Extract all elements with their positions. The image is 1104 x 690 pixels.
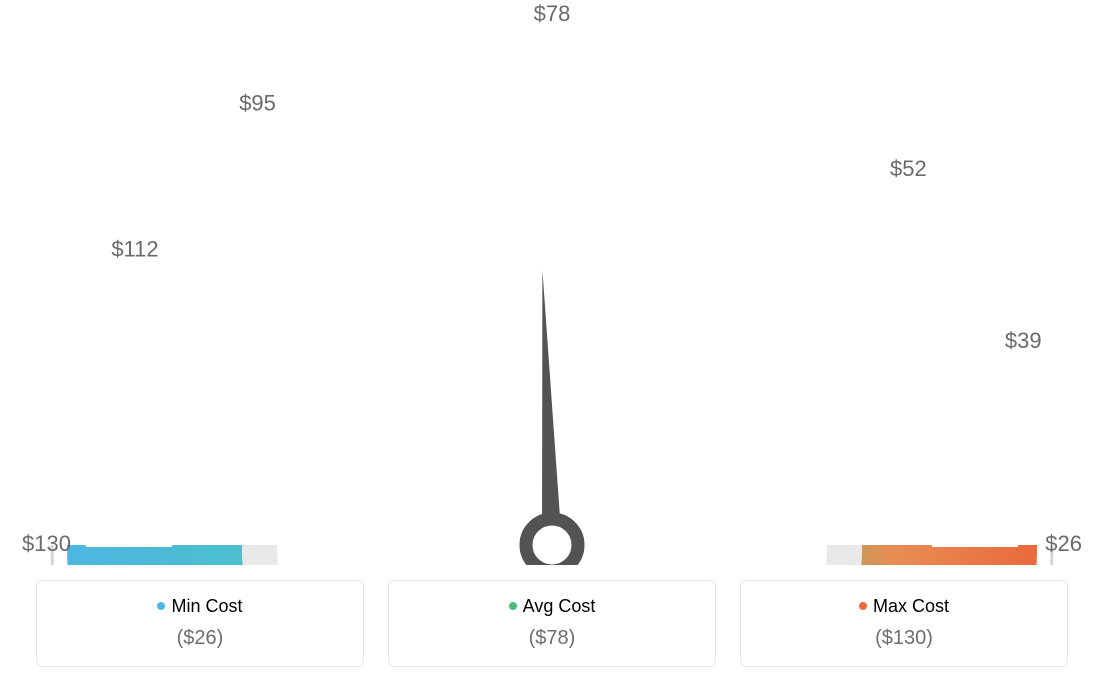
legend-row: Min Cost ($26) Avg Cost ($78) Max Cost (… bbox=[36, 580, 1068, 667]
gauge-tick bbox=[95, 454, 179, 471]
legend-min-label: Min Cost bbox=[171, 596, 242, 616]
legend-max-label-line: Max Cost bbox=[751, 595, 1057, 617]
legend-max-value: ($130) bbox=[751, 627, 1057, 650]
gauge-tick bbox=[697, 114, 730, 193]
gauge-tick-label: $112 bbox=[111, 237, 158, 262]
gauge-needle-hub bbox=[526, 519, 578, 565]
legend-avg-value: ($78) bbox=[399, 627, 705, 650]
legend-min-bullet bbox=[157, 602, 165, 610]
legend-avg-bullet bbox=[509, 602, 517, 610]
legend-box-avg: Avg Cost ($78) bbox=[388, 580, 716, 667]
gauge-tick bbox=[461, 88, 478, 172]
gauge-tick bbox=[626, 88, 643, 172]
gauge-area: $26 $39 $52 $78 $95 $112 $130 bbox=[0, 0, 1104, 565]
gauge-tick bbox=[821, 215, 882, 276]
legend-max-label: Max Cost bbox=[873, 596, 949, 616]
legend-avg-label: Avg Cost bbox=[523, 596, 596, 616]
legend-min-label-line: Min Cost bbox=[47, 595, 353, 617]
gauge-tick bbox=[868, 286, 940, 334]
gauge-tick-label: $78 bbox=[534, 1, 571, 26]
legend-avg-label-line: Avg Cost bbox=[399, 595, 705, 617]
gauge-tick bbox=[925, 454, 1009, 471]
gauge-tick bbox=[222, 215, 283, 276]
gauge-tick-label: $95 bbox=[239, 90, 276, 115]
gauge-tick bbox=[121, 367, 200, 400]
gauge-tick bbox=[903, 367, 982, 400]
legend-min-value: ($26) bbox=[47, 627, 353, 650]
gauge-svg: $26 $39 $52 $78 $95 $112 $130 bbox=[0, 0, 1104, 565]
cost-gauge-widget: $26 $39 $52 $78 $95 $112 $130 Min Cost ($26) A… bbox=[0, 0, 1104, 690]
legend-box-max: Max Cost ($130) bbox=[740, 580, 1068, 667]
legend-box-min: Min Cost ($26) bbox=[36, 580, 364, 667]
gauge-tick-label: $26 bbox=[1045, 531, 1082, 556]
gauge-tick bbox=[763, 158, 811, 230]
gauge-tick bbox=[165, 286, 237, 334]
gauge-needle bbox=[542, 270, 562, 545]
gauge-tick-label: $39 bbox=[1005, 328, 1042, 353]
gauge-tick-label: $130 bbox=[22, 531, 71, 556]
gauge-tick bbox=[374, 114, 407, 193]
gauge-tick-label: $52 bbox=[890, 156, 927, 181]
legend-max-bullet bbox=[859, 602, 867, 610]
gauge-tick bbox=[293, 158, 341, 230]
